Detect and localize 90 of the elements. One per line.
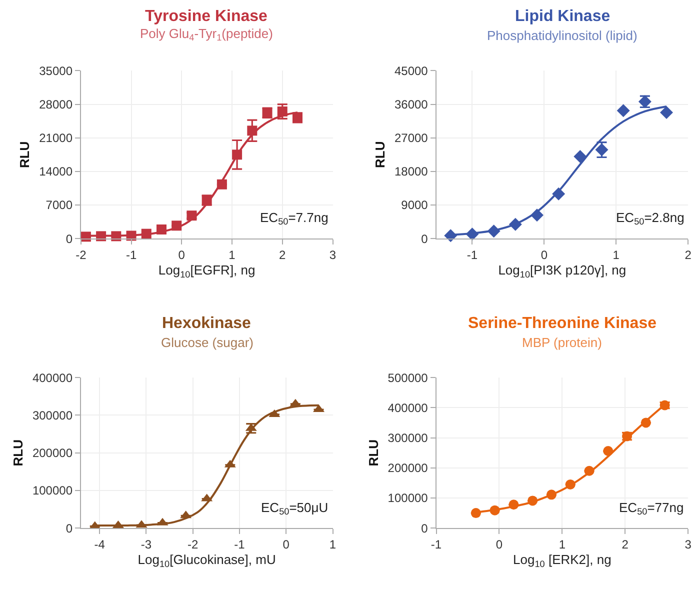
x-tick-label: 0 <box>496 538 503 552</box>
x-tick-label: -4 <box>94 538 106 552</box>
chart-title: Serine-Threonine Kinase <box>468 315 657 332</box>
point <box>96 231 106 242</box>
y-tick-label: 100000 <box>32 484 73 498</box>
x-tick-label: 2 <box>279 248 286 262</box>
point <box>232 150 242 160</box>
chart-title: Tyrosine Kinase <box>145 8 268 25</box>
y-tick-label: 27000 <box>394 131 428 146</box>
point <box>528 496 538 506</box>
x-tick-label: 2 <box>684 248 692 262</box>
y-tick-label: 18000 <box>394 164 428 179</box>
point <box>616 104 630 118</box>
point <box>508 500 519 510</box>
point <box>565 479 576 490</box>
point <box>660 106 674 119</box>
chart-subtitle: Poly Glu$_{4}$-Tyr$_{1}$(peptide) <box>140 26 273 43</box>
x-axis-title: Log$_{10}$[EGFR], ng <box>158 262 256 280</box>
y-tick-label: 400000 <box>388 400 428 415</box>
point <box>552 187 566 200</box>
x-tick-label: -2 <box>76 248 87 262</box>
point <box>584 466 594 476</box>
y-axis-title: RLU <box>10 439 26 466</box>
x-tick-label: -1 <box>234 538 246 552</box>
y-tick-label: 0 <box>421 232 428 246</box>
point <box>490 505 500 516</box>
x-axis-title: Log$_{10}$[Glucokinase], mU <box>138 552 276 569</box>
annotation: EC$_{50}$=50μU <box>261 500 328 517</box>
chart-subtitle: MBP (protein) <box>522 335 602 350</box>
y-tick-label: 36000 <box>394 97 428 112</box>
y-tick-label: 14000 <box>39 164 73 179</box>
y-tick-label: 0 <box>421 521 428 536</box>
x-axis-title: Log$_{10}$[PI3K p120γ], ng <box>498 262 626 280</box>
y-tick-label: 300000 <box>32 408 73 422</box>
chart-subtitle: Glucose (sugar) <box>161 335 254 350</box>
annotation: EC$_{50}$=77ng <box>619 500 684 517</box>
x-tick-label: -2 <box>187 538 198 552</box>
y-tick-label: 0 <box>66 232 73 246</box>
point <box>247 126 258 136</box>
point <box>546 490 556 500</box>
x-tick-label: 1 <box>228 248 236 262</box>
x-tick-label: 0 <box>282 538 290 552</box>
x-tick-label: -3 <box>140 538 152 552</box>
annotation: EC$_{50}$=2.8ng <box>616 210 684 227</box>
point <box>111 231 122 242</box>
y-tick-label: 200000 <box>32 446 73 460</box>
x-tick-label: 2 <box>622 538 629 552</box>
point <box>466 228 479 241</box>
chart-subtitle: Phosphatidylinositol (lipid) <box>487 28 638 43</box>
y-tick-label: 45000 <box>394 64 428 78</box>
chart-title: Hexokinase <box>162 315 252 332</box>
y-tick-label: 28000 <box>39 97 73 112</box>
y-tick-label: 9000 <box>401 198 428 212</box>
point <box>470 508 481 518</box>
y-tick-label: 21000 <box>39 131 73 146</box>
y-tick-label: 200000 <box>388 461 428 476</box>
y-tick-label: 300000 <box>388 430 428 445</box>
y-axis-title: RLU <box>372 141 388 168</box>
point <box>640 418 651 428</box>
annotation: EC$_{50}$=7.7ng <box>260 210 328 227</box>
y-axis-title: RLU <box>17 141 32 168</box>
point <box>530 208 544 222</box>
point <box>487 224 500 238</box>
y-axis-title: RLU <box>366 439 381 466</box>
point <box>156 224 166 234</box>
x-tick-label: 3 <box>329 248 336 262</box>
chart-title: Lipid Kinase <box>515 8 610 25</box>
y-tick-label: 100000 <box>388 491 428 506</box>
point <box>141 228 152 239</box>
y-tick-label: 0 <box>66 521 73 536</box>
x-tick-label: 3 <box>684 538 692 552</box>
x-tick-label: -1 <box>126 248 137 262</box>
y-tick-label: 7000 <box>46 198 73 212</box>
point <box>603 446 614 456</box>
point <box>574 150 587 164</box>
point <box>172 220 182 231</box>
y-tick-label: 35000 <box>39 64 73 78</box>
point <box>216 179 227 190</box>
x-axis-title: Log$_{10}$ [ERK2], ng <box>513 552 612 569</box>
point <box>508 218 522 231</box>
x-tick-label: -1 <box>430 538 442 552</box>
x-tick-label: 0 <box>540 248 548 262</box>
x-tick-label: 1 <box>558 538 566 552</box>
point <box>444 229 458 242</box>
y-tick-label: 500000 <box>388 370 428 385</box>
x-tick-label: 1 <box>329 538 336 552</box>
y-tick-label: 400000 <box>32 370 73 385</box>
x-tick-label: 1 <box>612 248 620 262</box>
x-tick-label: -1 <box>466 248 478 262</box>
x-tick-label: 0 <box>178 248 186 262</box>
